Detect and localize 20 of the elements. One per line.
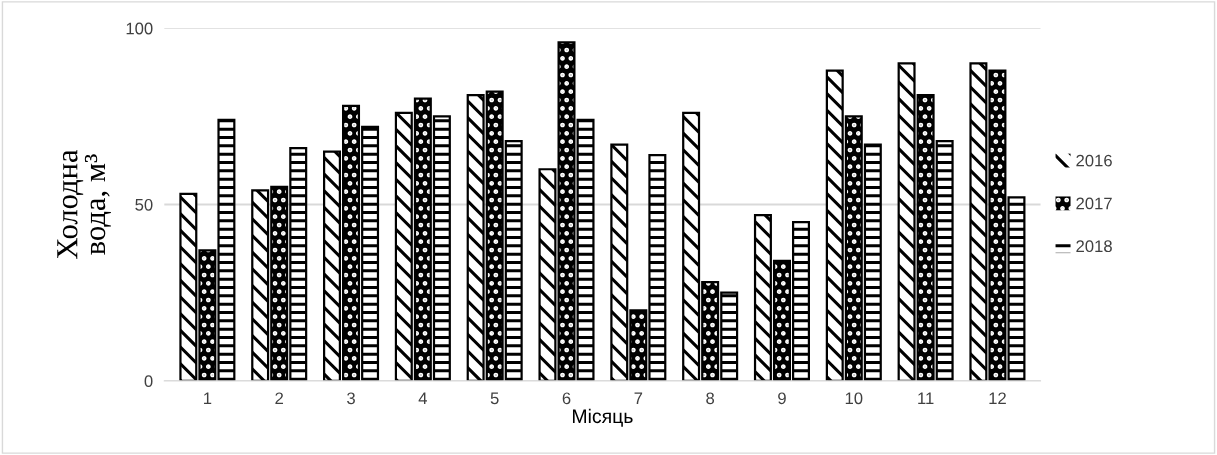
legend-label: 2018: [1076, 240, 1112, 253]
x-tick-label: 11: [918, 392, 934, 405]
legend-label: 2017: [1076, 197, 1112, 210]
x-tick-label: 1: [204, 392, 212, 405]
x-tick-label: 7: [634, 392, 643, 405]
x-tick-label: 10: [845, 392, 863, 405]
x-tick-label: 9: [778, 392, 786, 405]
x-tick-label: 4: [418, 392, 427, 405]
x-tick-label: 3: [347, 392, 355, 405]
y-tick-label: 50: [135, 198, 153, 211]
x-tick-label: 5: [490, 392, 499, 405]
x-axis-title: Місяць: [572, 408, 633, 427]
y-tick-label: 100: [126, 22, 153, 35]
y-axis-title: Холодна вода, м³: [57, 149, 111, 259]
y-tick-label: 0: [144, 375, 153, 388]
x-tick-label: 6: [562, 392, 571, 405]
x-tick-label: 8: [706, 392, 715, 405]
x-tick-label: 12: [989, 392, 1006, 405]
x-tick-label: 2: [275, 392, 284, 405]
legend-label: 2016: [1076, 154, 1112, 167]
